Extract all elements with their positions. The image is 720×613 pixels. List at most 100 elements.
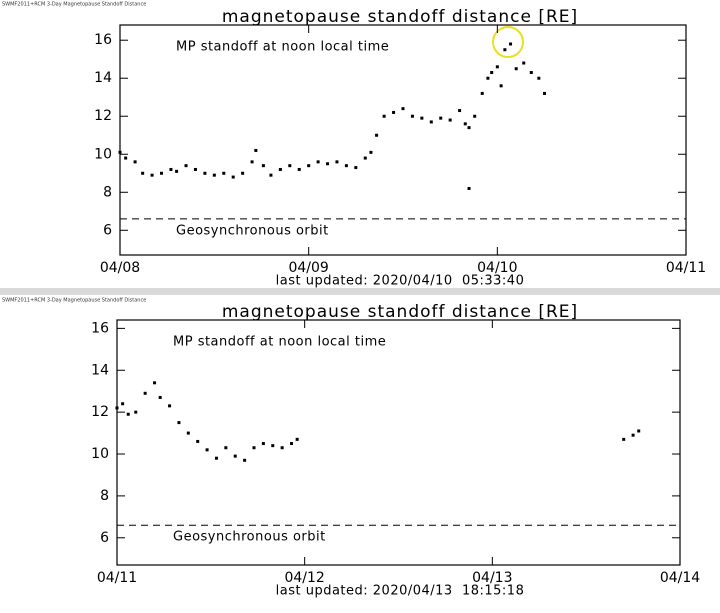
point	[410, 114, 414, 118]
point	[420, 116, 424, 120]
point	[177, 421, 181, 425]
y-tick-label: 6	[103, 222, 112, 238]
footer: last updated: 2020/04/10 05:33:40	[276, 274, 525, 289]
point	[261, 164, 265, 168]
point	[392, 110, 396, 114]
y-tick-label: 12	[91, 404, 109, 420]
y-tick-label: 12	[94, 108, 112, 124]
highlight-circle	[492, 26, 524, 58]
point	[467, 126, 471, 130]
point	[335, 160, 339, 164]
y-tick-label: 6	[100, 530, 109, 546]
point	[543, 91, 546, 95]
point	[480, 91, 484, 95]
plot-frame	[116, 319, 681, 566]
plot-frame	[119, 24, 687, 256]
point	[231, 175, 235, 179]
point	[637, 429, 641, 433]
point	[133, 160, 137, 164]
point	[463, 122, 467, 126]
point	[271, 444, 275, 448]
y-tick-label: 14	[94, 70, 112, 86]
point	[280, 446, 284, 450]
point	[401, 107, 405, 111]
x-tick-label: 04/13	[472, 570, 512, 586]
point	[495, 65, 499, 69]
point	[363, 156, 367, 160]
x-tick-label: 04/08	[100, 260, 140, 276]
point	[205, 448, 209, 452]
y-tick-label: 8	[100, 488, 109, 504]
point	[290, 442, 294, 446]
point	[316, 160, 320, 164]
point	[467, 186, 471, 190]
x-tick-label: 04/12	[284, 570, 324, 586]
x-tick-label: 04/11	[666, 260, 706, 276]
point	[631, 433, 635, 437]
point	[141, 171, 145, 175]
point	[261, 442, 265, 446]
point	[375, 133, 379, 137]
reference-label: Geosynchronous orbit	[176, 223, 329, 238]
point	[169, 167, 173, 171]
point	[222, 171, 226, 175]
point	[168, 404, 172, 408]
point	[186, 431, 190, 435]
point	[382, 114, 386, 118]
point	[134, 410, 138, 414]
point	[297, 167, 301, 171]
point	[278, 167, 282, 171]
point	[158, 395, 162, 399]
point	[429, 120, 433, 124]
window-caption: SWMF2011+RCM 3-Day Magnetopause Standoff…	[2, 298, 146, 304]
y-tick-label: 10	[94, 146, 112, 162]
point	[622, 437, 626, 441]
point	[250, 160, 254, 164]
point	[354, 166, 358, 170]
x-tick-label: 04/10	[477, 260, 517, 276]
y-tick-label: 14	[91, 362, 109, 378]
point	[490, 71, 494, 75]
point	[473, 114, 477, 118]
point	[326, 162, 330, 166]
point	[307, 164, 311, 168]
point	[537, 76, 541, 80]
footer: last updated: 2020/04/13 18:15:18	[276, 584, 525, 599]
x-tick-label: 04/14	[660, 570, 700, 586]
point	[288, 164, 292, 168]
point	[458, 109, 462, 113]
point	[196, 439, 200, 443]
point	[150, 173, 154, 177]
point	[499, 84, 503, 88]
point	[212, 173, 216, 177]
point	[529, 71, 533, 75]
panel-separator	[0, 288, 720, 295]
point	[448, 118, 452, 122]
annotation: MP standoff at noon local time	[176, 40, 389, 55]
point	[115, 406, 119, 410]
point	[243, 458, 247, 462]
point	[184, 164, 188, 168]
point	[203, 171, 207, 175]
point	[193, 167, 197, 171]
point	[118, 150, 122, 154]
point	[439, 116, 443, 120]
y-tick-label: 16	[94, 32, 112, 48]
point	[143, 391, 147, 395]
annotation: MP standoff at noon local time	[173, 335, 386, 350]
point	[369, 150, 373, 154]
point	[269, 173, 273, 177]
point	[503, 48, 507, 52]
point	[295, 437, 299, 441]
y-tick-label: 16	[91, 320, 109, 336]
x-tick-label: 04/11	[97, 570, 137, 586]
point	[514, 67, 518, 71]
point	[522, 61, 526, 65]
reference-label: Geosynchronous orbit	[173, 530, 326, 545]
point	[160, 171, 164, 175]
point	[344, 164, 348, 168]
point	[153, 381, 157, 385]
y-tick-label: 10	[91, 446, 109, 462]
point	[486, 76, 490, 80]
